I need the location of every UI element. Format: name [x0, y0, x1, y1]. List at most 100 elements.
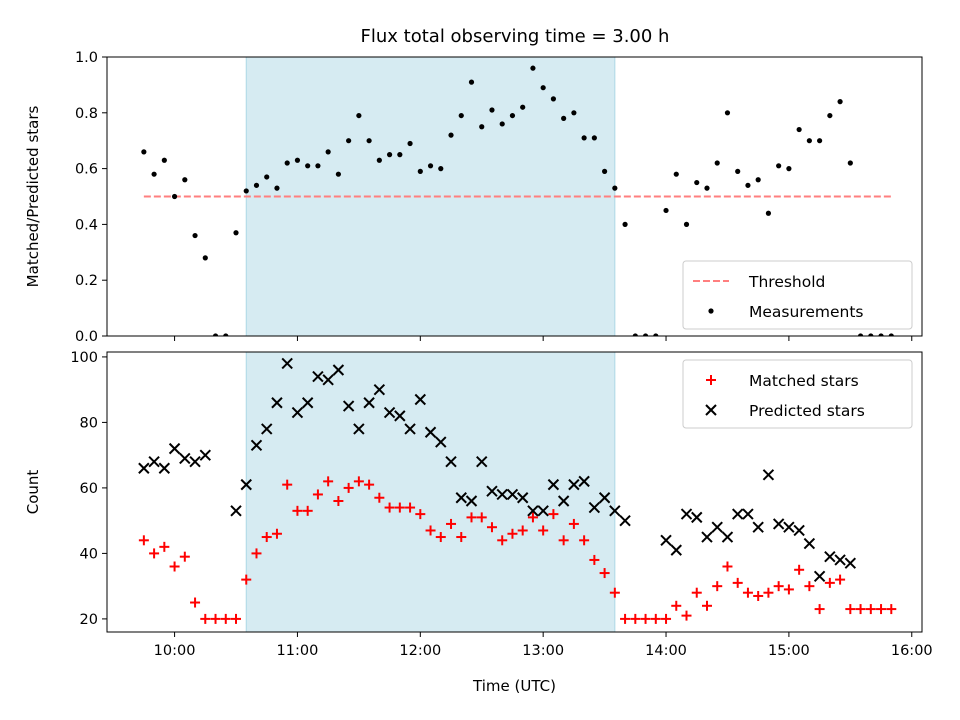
matched-star-point: [691, 587, 702, 598]
matched-star-point: [353, 476, 364, 487]
predicted-star-point: [588, 501, 601, 514]
measurement-point: [663, 207, 669, 214]
x-tick-label: 15:00: [768, 643, 810, 659]
x-axis-label: Time (UTC): [472, 677, 556, 695]
matched-star-point: [251, 548, 262, 559]
predicted-star-point: [516, 492, 529, 504]
predicted-star-point: [322, 374, 334, 386]
predicted-star-point: [199, 449, 211, 461]
predicted-star-point: [455, 492, 467, 504]
measurement-point: [837, 99, 843, 105]
measurement-point: [366, 138, 372, 144]
matched-star-point: [814, 604, 825, 615]
measurement-point: [489, 107, 495, 113]
measurement-point: [827, 112, 833, 119]
measurement-point: [878, 333, 884, 336]
measurement-point: [806, 138, 812, 144]
measurement-point: [786, 166, 792, 172]
matched-star-point: [384, 502, 395, 513]
matched-star-point: [742, 587, 753, 598]
predicted-star-point: [660, 534, 672, 547]
measurement-point: [233, 230, 239, 236]
measurement-point: [325, 149, 331, 155]
predicted-star-point: [424, 426, 437, 438]
predicted-star-point: [680, 508, 693, 520]
x-tick-label: 13:00: [522, 643, 564, 659]
matched-star-point: [845, 604, 856, 615]
measurement-point: [817, 138, 823, 144]
measurement-point: [540, 85, 546, 91]
matched-star-point: [763, 587, 774, 598]
matched-star-point: [650, 613, 661, 624]
measurement-point: [776, 163, 782, 169]
matched-star-point: [876, 604, 887, 615]
predicted-star-point: [281, 357, 293, 370]
predicted-star-point: [609, 505, 621, 517]
matched-star-point: [712, 581, 723, 592]
measurement-point: [520, 104, 526, 110]
y-tick-label: 40: [80, 546, 98, 562]
matched-star-point: [568, 518, 579, 529]
predicted-star-point: [557, 495, 570, 507]
measurement-point: [192, 232, 198, 239]
matched-star-point: [671, 600, 682, 611]
matched-star-point: [323, 476, 334, 487]
matched-star-point: [486, 522, 497, 533]
predicted-star-point: [230, 505, 242, 517]
matched-star-point: [456, 532, 467, 543]
predicted-star-point: [783, 521, 795, 533]
predicted-star-point: [250, 439, 263, 452]
observing-window-span: [245, 351, 616, 633]
predicted-star-point: [844, 557, 857, 569]
legend-entry-label: Measurements: [749, 303, 864, 321]
y-tick-label: 60: [80, 481, 98, 497]
measurement-point: [653, 333, 659, 336]
y-tick-label: 80: [80, 415, 98, 431]
matched-star-point: [865, 604, 876, 615]
matched-star-point: [835, 574, 846, 585]
ratio-panel: 0.0 0.2 0.4 0.6 0.8 1.0 Matched/Predicted star…: [24, 50, 923, 345]
predicted-star-point: [312, 370, 324, 383]
axes-frame: [106, 56, 923, 337]
predicted-star-point: [342, 400, 355, 412]
matched-star-point: [773, 581, 784, 592]
matched-star-point: [446, 518, 457, 529]
predicted-star-point: [291, 406, 304, 419]
matched-star-point: [343, 482, 354, 493]
matched-star-point: [722, 561, 733, 572]
matched-star-point: [200, 613, 211, 624]
predicted-star-point: [158, 462, 171, 474]
y-tick-label: 100: [70, 350, 98, 366]
measurement-point: [765, 210, 772, 216]
matched-star-point: [538, 525, 549, 536]
measurement-point: [468, 79, 475, 85]
predicted-star-point: [701, 531, 713, 543]
legend-entry-label: Threshold: [748, 273, 825, 291]
measurement-point: [438, 166, 444, 172]
matched-star-point: [497, 535, 508, 546]
measurement-point: [212, 333, 219, 336]
predicted-star-point: [394, 410, 406, 422]
legend-measurements-swatch: [708, 308, 714, 314]
measurement-point: [868, 333, 874, 336]
measurement-point: [305, 163, 311, 169]
y-tick-label: 0.4: [75, 217, 98, 233]
predicted-star-point: [271, 397, 283, 409]
legend-predicted-swatch: [705, 404, 717, 416]
predicted-star-point: [383, 406, 396, 419]
measurement-point: [509, 112, 516, 119]
matched-star-point: [302, 505, 313, 516]
y-tick-label: 0.8: [75, 106, 98, 122]
y-tick-label: 0.6: [75, 162, 98, 178]
predicted-star-point: [261, 423, 273, 435]
predicted-star-point: [301, 397, 314, 409]
predicted-star-point: [527, 505, 539, 517]
y-tick-label: 1.0: [75, 50, 98, 66]
matched-star-point: [292, 505, 303, 516]
matched-star-point: [507, 528, 518, 539]
count-panel: 20 40 60 80 100 10:00 11:00 12:00 13:00 14:00 15:0…: [24, 350, 933, 695]
y-axis-label: Matched/Predicted stars: [24, 106, 42, 288]
matched-star-point: [179, 551, 190, 562]
measurement-point: [458, 112, 464, 119]
axes-frame: [106, 351, 923, 633]
